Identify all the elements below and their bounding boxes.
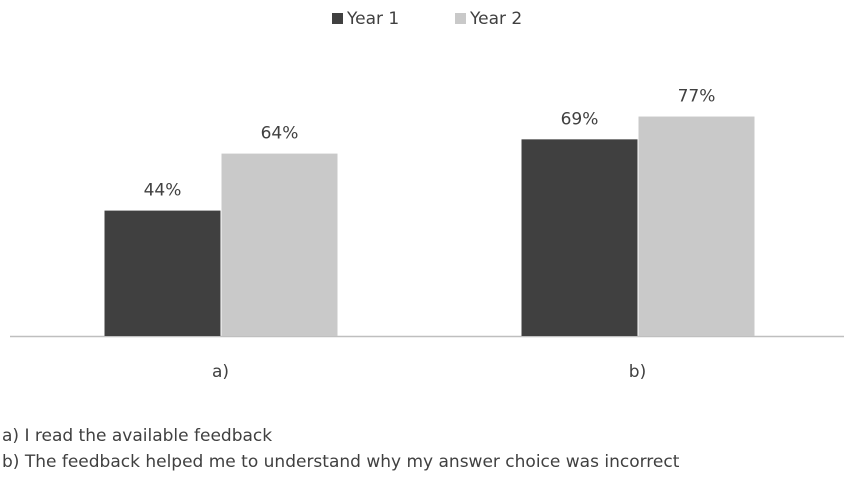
bar: [638, 116, 755, 336]
x-tick-label: b): [629, 362, 646, 382]
data-label: 77%: [678, 87, 716, 107]
bar: [104, 210, 221, 336]
footnote: a) I read the available feedback: [2, 426, 272, 446]
data-label: 64%: [261, 124, 299, 144]
bar: [221, 153, 338, 336]
legend-swatch: [455, 13, 466, 24]
bar: [521, 139, 638, 336]
footnote: b) The feedback helped me to understand …: [2, 452, 680, 472]
data-label: 44%: [144, 181, 182, 201]
legend-label: Year 1: [346, 9, 399, 29]
x-tick-label: a): [212, 362, 229, 382]
legend-swatch: [332, 13, 343, 24]
data-label: 69%: [561, 109, 599, 129]
legend-label: Year 2: [469, 9, 522, 29]
